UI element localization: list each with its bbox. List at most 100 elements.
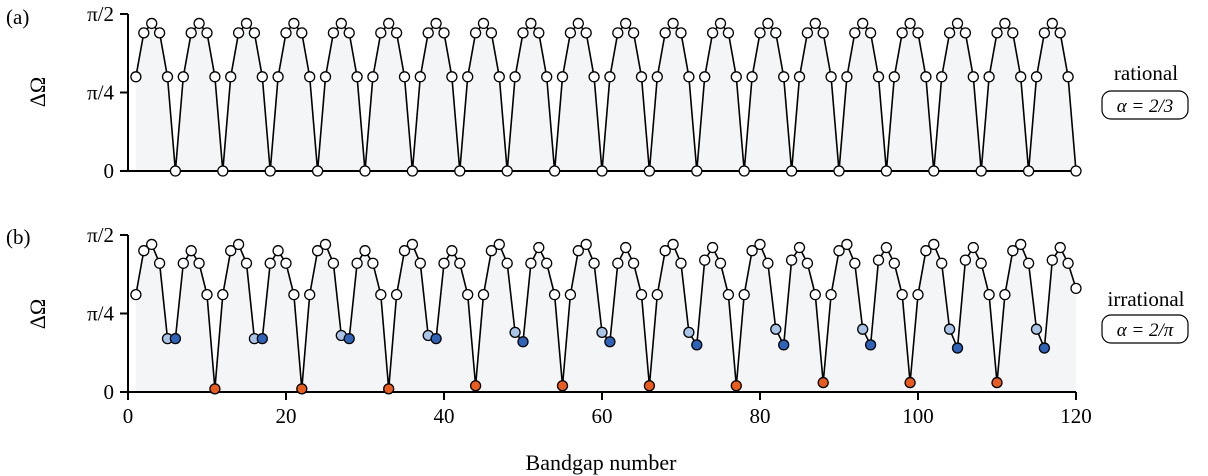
- panel-a-data-point: [130, 71, 142, 83]
- panel-a-data-point: [920, 71, 932, 83]
- panel-a-data-point: [541, 71, 553, 83]
- panel-b-data-point: [1030, 323, 1043, 335]
- panel-a-data-point: [509, 71, 521, 83]
- panel-a-data-point: [1022, 165, 1035, 177]
- panel-b-data-point: [280, 257, 292, 269]
- panel-a-data-point: [857, 17, 869, 30]
- panel-a-data-point: [469, 27, 482, 39]
- panel-b-data-point: [548, 289, 561, 301]
- panel-b-data-point: [849, 257, 861, 269]
- panel-b-data-point: [959, 254, 972, 266]
- panel-b-data-point: [722, 289, 735, 301]
- panel-a-data-point: [311, 165, 324, 177]
- panel-a-data-point: [746, 71, 758, 83]
- panel-a-data-point: [533, 27, 545, 39]
- panel-b-data-point: [193, 257, 205, 269]
- panel-b-data-point: [462, 289, 474, 301]
- panel-b-data-point: [438, 257, 450, 269]
- panel-b-data-point: [414, 257, 426, 269]
- panel-b-data-point: [833, 245, 845, 257]
- panel-b-data-point: [1015, 238, 1027, 251]
- panel-b-data-point: [667, 238, 679, 251]
- panel-b-badge-text: α = 2/π: [1117, 320, 1174, 341]
- panel-b-data-point: [430, 332, 442, 345]
- panel-a-data-point: [477, 17, 490, 30]
- panel-b-data-point: [793, 241, 806, 254]
- panel-b-data-point: [485, 245, 498, 257]
- panel-a-data-point: [232, 27, 245, 39]
- panel-a-area-fill: [135, 23, 1076, 172]
- panel-a-data-point: [1030, 71, 1043, 83]
- panel-b-data-point: [477, 289, 490, 301]
- panel-b-data-point: [232, 238, 245, 251]
- panel-a-data-point: [327, 27, 340, 39]
- panel-b-data-point: [612, 257, 624, 269]
- panel-b-x-tick-label: 120: [1060, 404, 1092, 428]
- panel-b-data-point: [1054, 241, 1066, 254]
- panel-b-data-point: [493, 238, 505, 251]
- panel-a-data-point: [738, 165, 750, 177]
- panel-b-data-point: [817, 376, 829, 389]
- panel-a-data-point: [667, 17, 679, 30]
- panel-a-data-point: [485, 27, 498, 39]
- panel-a-data-point: [912, 27, 924, 39]
- panel-b-side-label: irrational: [1108, 287, 1185, 311]
- panel-a-data-point: [754, 27, 766, 39]
- panel-b-data-point: [778, 339, 790, 351]
- panel-a-data-point: [430, 17, 442, 30]
- panel-b-data-point: [375, 289, 387, 301]
- panel-a-data-point: [714, 17, 727, 30]
- panel-a-data-point: [904, 17, 916, 30]
- panel-a-data-point: [193, 17, 205, 30]
- panel-a-data-point: [762, 17, 774, 30]
- panel-b-data-point: [209, 383, 221, 395]
- panel-a-y-axis-title: ΔΩ: [25, 77, 50, 108]
- panel-a-data-point: [501, 165, 513, 177]
- panel-a-data-point: [138, 27, 150, 39]
- panel-b-data-point: [888, 257, 900, 269]
- panel-a-data-point: [864, 27, 877, 39]
- panel-a-data-point: [620, 17, 632, 30]
- panel-b-data-point: [643, 380, 656, 392]
- panel-a-data-point: [991, 27, 1003, 39]
- panel-b-data-point: [699, 254, 711, 266]
- panel-b-data-point: [809, 289, 821, 301]
- panel-a-data-point: [422, 27, 434, 39]
- panel-b-data-point: [1062, 257, 1074, 269]
- panel-b-y-tick-label: π/4: [87, 302, 114, 326]
- panel-b-data-point: [801, 257, 814, 269]
- panel-b-data-point: [1038, 342, 1051, 354]
- panel-b-data-point: [872, 254, 885, 266]
- panel-b-data-point: [580, 238, 592, 251]
- panel-a-data-point: [627, 27, 640, 39]
- panel-b-data-point: [319, 238, 332, 251]
- panel-a-data-point: [146, 17, 158, 30]
- panel-a-y-tick-label: π/4: [87, 81, 114, 105]
- panel-a-data-point: [643, 165, 656, 177]
- x-axis-title: Bandgap number: [526, 450, 678, 475]
- panel-b-data-point: [201, 289, 213, 301]
- panel-b-data-point: [825, 289, 837, 301]
- panel-b-data-point: [746, 245, 758, 257]
- panel-a-data-point: [280, 27, 292, 39]
- panel-b-data-point: [217, 289, 229, 301]
- panel-b-data-point: [1046, 254, 1058, 266]
- panel-a-data-point: [572, 17, 584, 30]
- panel-a-data-point: [928, 165, 940, 177]
- panel-a-data-point: [272, 71, 284, 83]
- panel-a-data-point: [359, 165, 371, 177]
- panel-b-data-point: [517, 336, 529, 348]
- panel-b-data-point: [635, 289, 648, 301]
- panel-a-data-point: [556, 71, 569, 83]
- panel-b-data-point: [138, 245, 150, 257]
- panel-b-data-point: [501, 257, 513, 269]
- panel-b-data-point: [991, 376, 1003, 389]
- panel-a-data-point: [454, 165, 466, 177]
- panel-b-x-tick-label: 80: [750, 404, 771, 428]
- panel-b-data-point: [541, 257, 553, 269]
- panel-a-data-point: [288, 17, 300, 30]
- panel-b-data-point: [225, 245, 237, 257]
- panel-b-data-point: [367, 257, 379, 269]
- panel-b-data-point: [509, 326, 521, 338]
- panel-a-data-point: [185, 27, 197, 39]
